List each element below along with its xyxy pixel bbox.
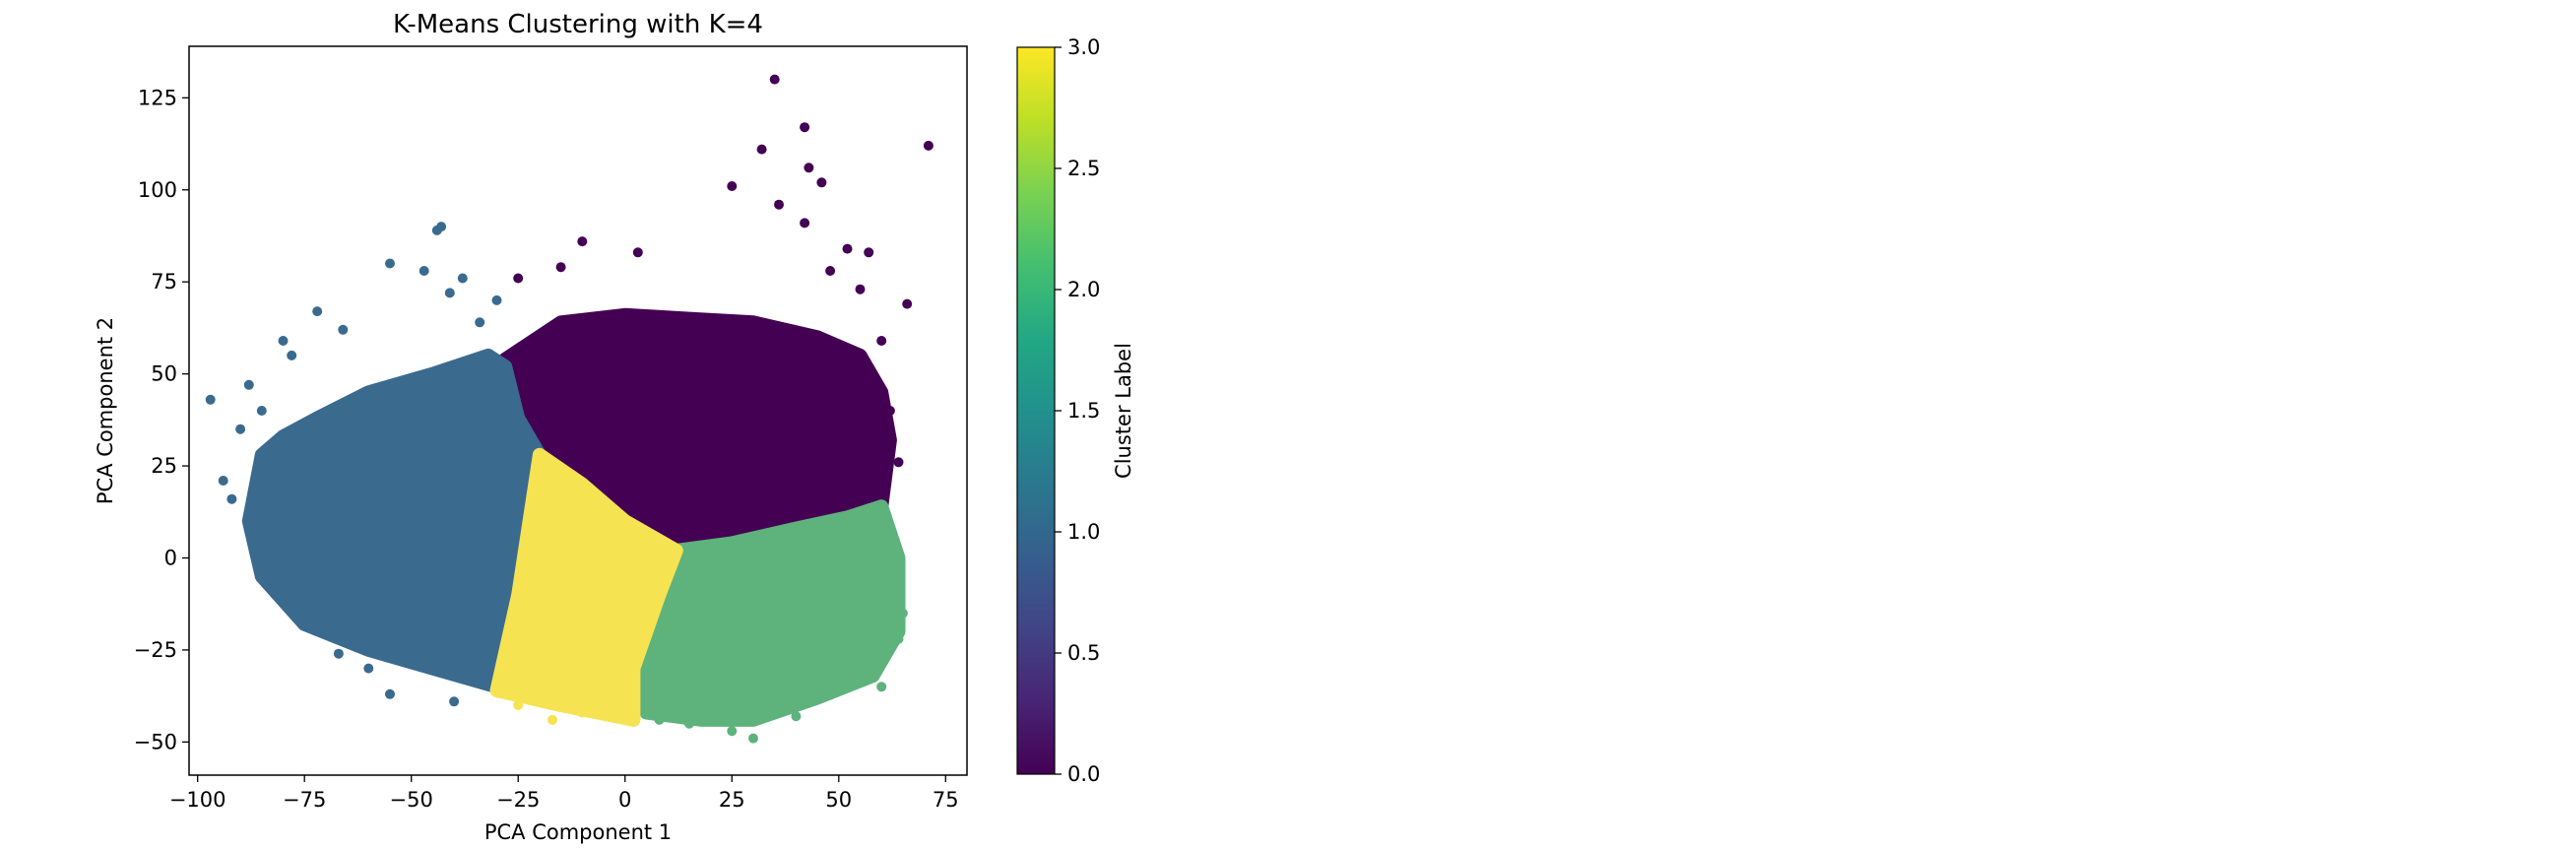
cluster-2-point [897, 608, 908, 619]
cluster-1-point [415, 656, 425, 667]
cluster-0-point [800, 122, 810, 133]
cluster-0-point [577, 236, 588, 247]
cluster-2-point [893, 633, 904, 644]
cluster-0-point [923, 140, 934, 151]
cluster-3-point [568, 696, 579, 707]
colorbar-tick-label: 0.0 [1067, 762, 1100, 786]
cluster-0-point [855, 284, 866, 294]
cluster-2-point [855, 663, 866, 674]
cluster-2-point [748, 733, 758, 744]
cluster-0-point [804, 163, 814, 173]
x-tick-label: −75 [283, 788, 326, 812]
cluster-1-point [205, 394, 216, 405]
cluster-1-point [363, 663, 374, 674]
cluster-3-point [526, 682, 537, 692]
cluster-0-point [756, 144, 767, 155]
x-tick-label: 0 [618, 788, 631, 812]
y-tick-label: −50 [134, 730, 177, 753]
cluster-1-point [457, 273, 468, 284]
y-axis-label: PCA Component 2 [94, 317, 117, 504]
cluster-0-point [513, 273, 524, 284]
x-axis-label: PCA Component 1 [484, 820, 672, 844]
colorbar-tick-label: 0.5 [1067, 641, 1100, 665]
cluster-3-point [577, 707, 588, 718]
cluster-2-point [791, 711, 802, 722]
cluster-3-point [513, 700, 524, 710]
cluster-0-point [632, 247, 643, 258]
cluster-3-region [489, 447, 683, 727]
cluster-1-point [278, 336, 289, 346]
y-tick-label: 0 [164, 546, 177, 569]
colorbar-label: Cluster Label [1112, 343, 1135, 479]
cluster-0-point [884, 406, 895, 416]
cluster-0-point [816, 177, 827, 188]
cluster-1-point [444, 288, 455, 298]
chart-title: K-Means Clustering with K=4 [393, 10, 763, 39]
plot-frame [188, 45, 968, 776]
cluster-1-point [338, 324, 349, 335]
cluster-0-point [769, 74, 780, 85]
cluster-0-point [727, 181, 738, 191]
cluster-1-point [436, 222, 447, 232]
cluster-1-point [312, 306, 323, 317]
cluster-1-point [333, 648, 344, 659]
x-axis-ticks: −100 −75 −50 −25 0 25 50 75 [169, 775, 959, 812]
colorbar-tick-label: 2.5 [1067, 157, 1100, 180]
x-tick-label: −100 [169, 788, 226, 812]
colorbar-tick-label: 1.5 [1067, 399, 1100, 423]
colorbar-tick-label: 3.0 [1067, 35, 1100, 59]
cluster-1-point [218, 476, 228, 486]
cluster-0-point [842, 243, 853, 254]
colorbar [1016, 46, 1056, 775]
x-tick-label: 50 [825, 788, 852, 812]
y-tick-label: 25 [151, 454, 177, 478]
cluster-2-point [683, 718, 694, 729]
cluster-2-point [812, 692, 823, 703]
x-tick-label: −50 [390, 788, 433, 812]
cluster-1-point [475, 317, 485, 328]
y-tick-label: −25 [134, 638, 177, 662]
cluster-1-point [385, 258, 395, 269]
y-tick-label: 100 [138, 178, 177, 202]
cluster-0-point [864, 247, 874, 258]
cluster-2-point [876, 682, 887, 692]
y-tick-label: 50 [151, 362, 177, 386]
cluster-1-point [449, 696, 460, 707]
cluster-regions [241, 307, 906, 727]
cluster-0-point [876, 336, 887, 346]
cluster-0-point [774, 199, 784, 210]
cluster-1-point [226, 493, 237, 504]
colorbar-tick-label: 2.0 [1067, 278, 1100, 301]
y-tick-label: 75 [151, 270, 177, 294]
cluster-3-point [547, 714, 557, 725]
cluster-1-point [235, 424, 246, 434]
cluster-1-point [256, 406, 267, 416]
cluster-1-point [243, 379, 254, 390]
colorbar-tick-label: 1.0 [1067, 520, 1100, 544]
cluster-1-region [241, 348, 547, 694]
x-tick-label: −25 [496, 788, 540, 812]
cluster-1-point [419, 266, 429, 276]
cluster-0-point [800, 218, 810, 229]
cluster-0-point [902, 298, 913, 309]
cluster-2-point [727, 726, 738, 737]
colorbar-ticks: 0.0 0.5 1.0 1.5 2.0 2.5 3.0 [1055, 35, 1100, 786]
cluster-0-point [555, 262, 566, 273]
cluster-3-point [619, 714, 630, 725]
cluster-0-point [893, 457, 904, 468]
x-tick-label: 75 [933, 788, 959, 812]
x-tick-label: 25 [719, 788, 745, 812]
cluster-1-point [491, 294, 502, 305]
y-axis-ticks: −50 −25 0 25 50 75 100 125 [134, 86, 189, 753]
cluster-0-point [825, 266, 836, 276]
y-tick-label: 125 [138, 86, 177, 109]
cluster-1-point [385, 688, 395, 699]
cluster-1-point [287, 350, 297, 360]
cluster-points [205, 74, 934, 744]
cluster-2-point [654, 714, 665, 725]
